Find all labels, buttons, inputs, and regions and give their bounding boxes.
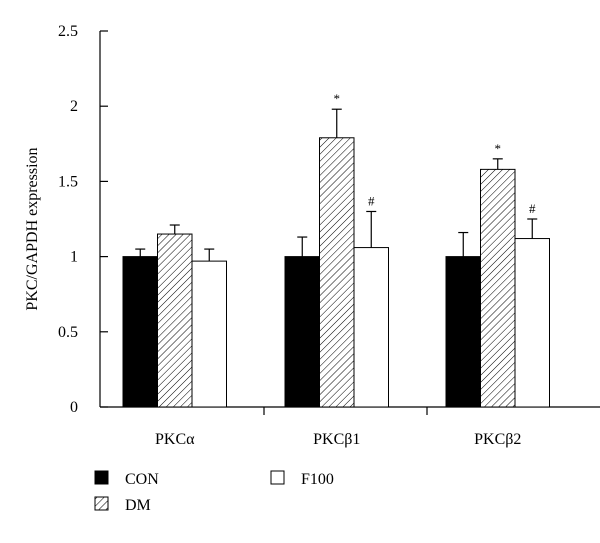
legend-label-f100: F100 [301,471,334,488]
significance-mark: * [334,91,341,106]
significance-mark: # [529,201,536,216]
x-tick-label: PKCβ2 [474,431,521,448]
plot-area: 0 0.5 1 1.5 2 2.5 PKC/GAPDH expression PKCα * # PK… [24,23,600,448]
x-tick-label: PKCβ1 [313,431,360,448]
legend-swatch-dm [94,496,109,511]
bar-con [122,256,158,408]
legend-label-con: CON [125,471,159,488]
bar-f100 [353,247,389,408]
bar-dm [480,168,516,408]
y-tick-label: 1 [70,249,78,266]
significance-mark: # [368,193,375,208]
x-tick-label: PKCα [155,431,195,448]
y-tick-label: 0 [70,399,78,416]
legend-swatch-con [94,470,109,485]
bar-f100 [514,238,550,408]
y-axis-title: PKC/GAPDH expression [24,147,41,310]
significance-mark: * [495,141,502,156]
bar-f100 [191,260,227,408]
bar-dm [319,137,355,408]
bar-dm [157,233,193,408]
y-tick-label: 2 [70,98,78,115]
bar-con [445,256,481,408]
bar-con [284,256,320,408]
legend-swatch-f100 [270,470,285,485]
y-tick-label: 2.5 [58,23,78,40]
legend: CON DM F100 [94,470,334,514]
y-tick-label: 1.5 [58,173,78,190]
y-tick-label: 0.5 [58,324,78,341]
legend-label-dm: DM [125,497,151,514]
